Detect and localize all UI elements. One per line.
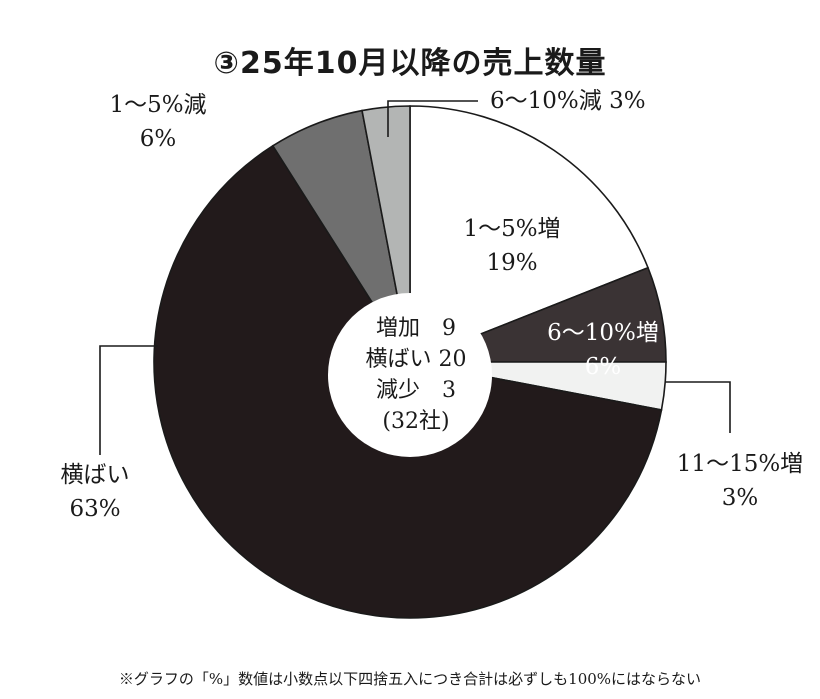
slice-percent: 6% (139, 126, 177, 152)
slice-category: 6～10%増 (547, 320, 659, 346)
leader-line-increase-11-15 (665, 381, 731, 433)
center-line-flat: 横ばい 20 (365, 347, 467, 372)
leader-lines (99, 100, 731, 455)
slice-category: 6～10%減 (490, 88, 602, 114)
slice-label-decrease-1-5: 1～5%減 6% (98, 88, 218, 156)
chart-title: ③25年10月以降の売上数量 (213, 46, 607, 81)
center-line-decrease: 減少 3 (376, 378, 456, 403)
slice-percent: 3% (721, 485, 759, 511)
slice-label-increase-1-5: 1～5%増 19% (452, 212, 572, 280)
center-line-increase: 増加 9 (376, 316, 456, 341)
slice-label-line: 6～10%減 3% (490, 88, 646, 114)
pie-slice-0 (409, 105, 650, 364)
slice-category: 横ばい (60, 462, 130, 488)
center-circle (328, 293, 492, 457)
slice-label-flat: 横ばい 63% (40, 458, 150, 526)
leader-line-decrease-6-10 (387, 100, 478, 137)
slice-label-decrease-6-10: 6～10%減 3% (490, 84, 690, 118)
center-summary: 増加 9 横ばい 20 減少 3 (32社) (346, 313, 486, 437)
slice-category: 1～5%減 (109, 92, 207, 118)
slice-percent: 6% (584, 354, 622, 380)
center-line-total: (32社) (382, 409, 450, 434)
slice-label-increase-6-10: 6～10%増 6% (538, 316, 668, 384)
slice-category: 1～5%増 (463, 216, 561, 242)
leader-line-flat (99, 345, 158, 455)
slice-percent: 3% (609, 88, 646, 114)
slice-percent: 19% (486, 250, 538, 276)
slice-percent: 63% (69, 496, 121, 522)
slice-category: 11～15%増 (676, 451, 804, 477)
slice-label-increase-11-15: 11～15%増 3% (670, 447, 810, 515)
footnote: ※グラフの「%」数値は小数点以下四捨五入につき合計は必ずしも100%にはならない (118, 670, 702, 688)
